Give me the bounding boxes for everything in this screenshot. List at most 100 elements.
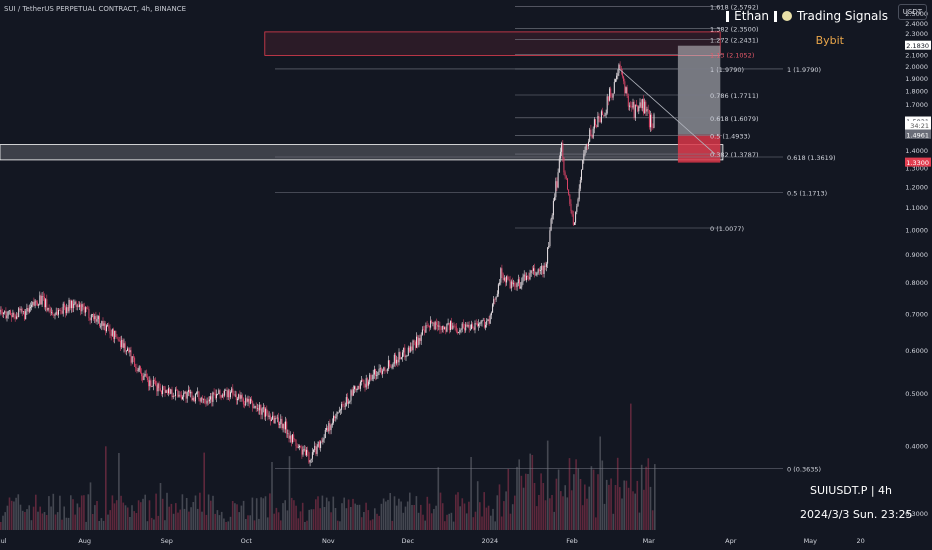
candle-body	[540, 270, 541, 271]
x-axis[interactable]: Jul Aug Sep Oct Nov Dec 2024 Feb Mar Apr May 20	[0, 537, 865, 545]
candle-body	[441, 326, 443, 330]
candle-body	[517, 279, 519, 284]
volume-bar	[35, 494, 37, 530]
volume-bar	[400, 501, 402, 530]
candle-body	[446, 324, 448, 332]
candle-body	[544, 265, 546, 267]
candle-body	[59, 310, 61, 311]
candle-body	[230, 392, 231, 398]
y-tick-label: 0.9000	[905, 251, 928, 259]
volume-bar	[299, 511, 302, 530]
candle-body	[83, 307, 85, 313]
candle-body	[225, 390, 227, 391]
candle-body	[345, 397, 347, 407]
candle-body	[165, 390, 167, 393]
volume-bar	[113, 503, 116, 530]
volume-bar	[240, 505, 243, 530]
candle-body	[60, 310, 62, 311]
candle-body	[29, 306, 31, 309]
y-axis[interactable]: 2.50002.40002.30002.20002.10002.00001.90…	[905, 10, 928, 518]
candle-body	[74, 301, 76, 304]
volume-bar	[378, 515, 380, 530]
volume-bar	[43, 512, 46, 530]
candle-body	[88, 309, 90, 319]
candle-body	[395, 354, 396, 364]
candle-body	[549, 230, 551, 246]
volume-bar	[599, 436, 601, 530]
candle-body	[469, 329, 471, 330]
candle-body	[99, 316, 100, 326]
candle-body	[578, 188, 580, 200]
candle-body	[69, 299, 71, 309]
candle-body	[254, 406, 256, 408]
candle-body	[536, 272, 538, 275]
candle-body	[652, 127, 654, 128]
y-tick-label: 1.1000	[905, 204, 928, 212]
candle-body	[364, 384, 366, 388]
candle-body	[626, 87, 628, 96]
candle-body	[246, 398, 248, 402]
candle-body	[196, 392, 198, 394]
candle-body	[164, 386, 166, 393]
volume-bar	[592, 469, 595, 530]
candle-body	[303, 449, 305, 450]
candle-body	[295, 439, 297, 447]
candle-body	[591, 134, 593, 138]
volume-bar	[444, 521, 446, 530]
brand: Ethan Trading Signals	[726, 9, 888, 23]
volume-bar	[170, 503, 173, 530]
volume-bar	[365, 502, 367, 530]
candle-body	[567, 178, 568, 190]
candle-body	[14, 314, 16, 319]
candle-body	[13, 312, 15, 315]
fib-label: 0 (1.0077)	[710, 225, 744, 233]
candle-body	[510, 281, 512, 289]
candle-body	[248, 398, 250, 404]
candle-body	[402, 352, 403, 358]
brand-bar-icon	[726, 10, 730, 22]
candle-body	[409, 347, 410, 352]
candle-body	[241, 395, 243, 399]
volume-bar	[310, 509, 313, 530]
candle-body	[242, 398, 244, 405]
candle-body	[39, 295, 41, 305]
volume-bar	[98, 521, 100, 530]
volume-bar	[450, 512, 453, 530]
candle-body	[72, 301, 73, 309]
volume-bar	[621, 498, 623, 530]
candle-body	[301, 446, 303, 455]
volume-bar	[148, 500, 151, 530]
candle-body	[613, 81, 615, 94]
candle-body	[256, 408, 258, 409]
candle-body	[357, 385, 359, 390]
candle-body	[452, 325, 454, 330]
volume-bar	[242, 500, 245, 530]
candle-body	[162, 386, 164, 394]
candle-body	[321, 441, 323, 443]
volume-bar	[625, 480, 628, 530]
y-tick-label: 1.4000	[905, 147, 928, 155]
y-tick-label: 0.5000	[905, 390, 928, 398]
price-badge	[905, 157, 931, 167]
candle-body	[405, 356, 407, 358]
candle-body	[80, 304, 82, 312]
volume-bar	[157, 515, 160, 530]
currency-unit-button[interactable]: USDT	[897, 4, 927, 20]
volume-bar	[406, 501, 409, 530]
candle-body	[1, 311, 3, 314]
candle-body	[537, 269, 539, 273]
fib-label: 0.382 (1.3787)	[710, 151, 759, 159]
volume-bar	[409, 492, 411, 530]
volume-bar	[124, 505, 127, 530]
candle-body	[550, 219, 552, 231]
volume-bar	[8, 497, 11, 530]
candle-body	[547, 247, 549, 264]
candle-body	[541, 265, 543, 271]
candle-body	[329, 423, 331, 431]
candle-body	[389, 360, 391, 367]
candle-body	[32, 302, 34, 305]
volume-bar	[183, 508, 186, 530]
candle-body	[386, 368, 388, 371]
volume-bar	[30, 520, 33, 530]
